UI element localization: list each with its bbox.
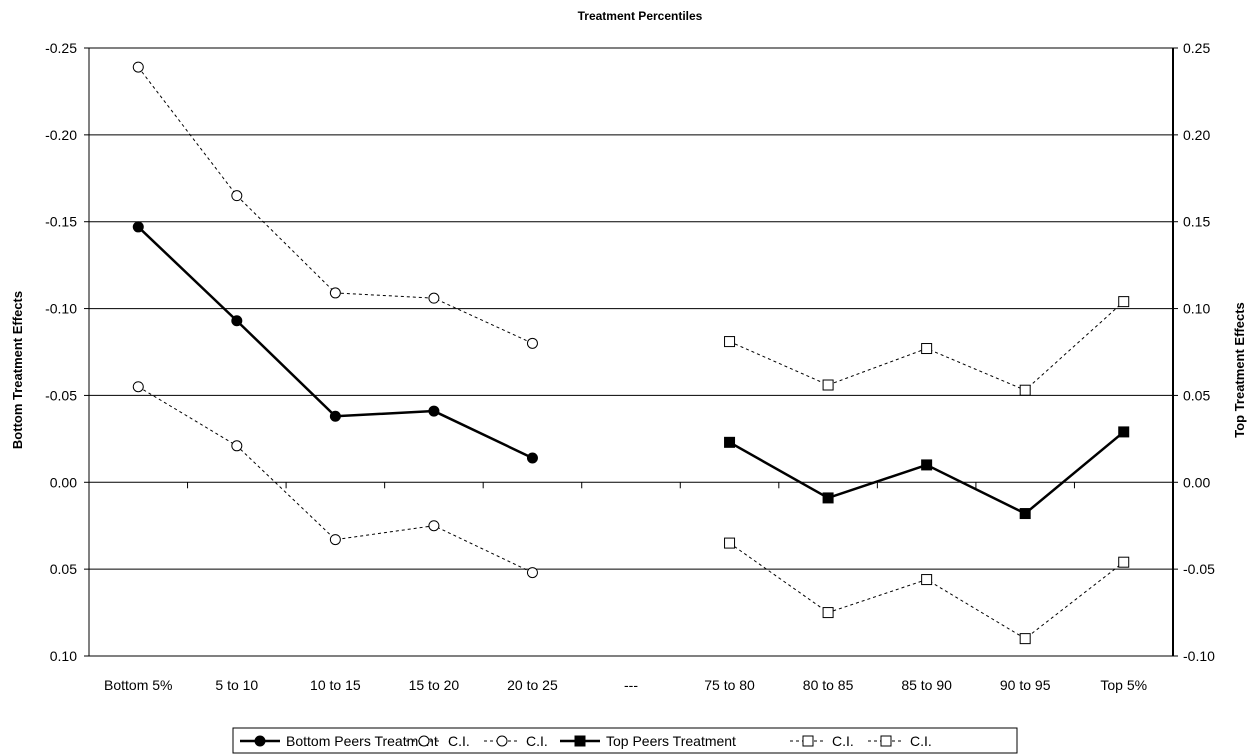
right-tick-label: -0.05 (1183, 561, 1215, 577)
data-point-circle (330, 288, 340, 298)
tick-labels: -0.25 -0.20 -0.15 -0.10 -0.05 0.00 0.05 0.10 0.2… (45, 40, 1215, 693)
data-point-square (823, 493, 833, 503)
legend-label: Bottom Peers Treatment (286, 733, 438, 749)
left-tick-label: -0.05 (45, 387, 77, 403)
data-point-circle (527, 338, 537, 348)
data-point-square (1119, 557, 1129, 567)
data-point-square (1119, 427, 1129, 437)
data-point-square (1119, 297, 1129, 307)
right-tick-label: 0.25 (1183, 40, 1210, 56)
data-point-square (725, 337, 735, 347)
data-point-circle (232, 316, 242, 326)
legend: Bottom Peers Treatment C.I. C.I. Top Peers … (233, 728, 1017, 753)
left-tick-label: -0.25 (45, 40, 77, 56)
legend-label: C.I. (448, 733, 470, 749)
category-label: 15 to 20 (409, 677, 460, 693)
legend-label: C.I. (526, 733, 548, 749)
y-axis-left-title: Bottom Treatment Effects (10, 291, 25, 449)
data-point-square (881, 736, 891, 746)
data-point-circle (330, 411, 340, 421)
data-point-circle (232, 441, 242, 451)
data-point-circle (330, 535, 340, 545)
data-point-circle (527, 453, 537, 463)
data-point-square (725, 437, 735, 447)
data-point-circle (429, 293, 439, 303)
data-point-square (725, 538, 735, 548)
data-point-circle (255, 736, 265, 746)
chart-title: Treatment Percentiles (578, 9, 703, 23)
data-point-square (575, 736, 585, 746)
left-tick-label: 0.00 (50, 474, 77, 490)
right-tick-label: -0.10 (1183, 648, 1215, 664)
data-point-circle (133, 62, 143, 72)
data-point-circle (497, 736, 507, 746)
right-tick-label: 0.20 (1183, 127, 1210, 143)
right-tick-label: 0.05 (1183, 387, 1210, 403)
data-point-square (922, 575, 932, 585)
series-line (730, 432, 1124, 514)
data-point-circle (133, 382, 143, 392)
legend-label: C.I. (910, 733, 932, 749)
left-tick-label: -0.10 (45, 301, 77, 317)
category-label: 10 to 15 (310, 677, 361, 693)
category-label: Top 5% (1100, 677, 1147, 693)
data-point-square (1020, 509, 1030, 519)
series-line (138, 227, 532, 458)
data-point-circle (527, 568, 537, 578)
category-label: 90 to 95 (1000, 677, 1051, 693)
left-tick-label: 0.10 (50, 648, 77, 664)
data-point-circle (429, 406, 439, 416)
series (133, 62, 1128, 644)
grid-lines (89, 48, 1173, 656)
category-label: --- (624, 677, 638, 693)
right-tick-label: 0.00 (1183, 474, 1210, 490)
data-point-square (823, 380, 833, 390)
data-point-square (823, 608, 833, 618)
data-point-square (1020, 385, 1030, 395)
data-point-circle (419, 736, 429, 746)
left-tick-label: 0.05 (50, 561, 77, 577)
axes (84, 48, 1178, 656)
series-line (730, 543, 1124, 639)
category-label: 75 to 80 (704, 677, 755, 693)
data-point-square (803, 736, 813, 746)
data-point-square (1020, 634, 1030, 644)
category-label: 20 to 25 (507, 677, 558, 693)
left-tick-label: -0.20 (45, 127, 77, 143)
category-label: 80 to 85 (803, 677, 854, 693)
right-tick-label: 0.15 (1183, 214, 1210, 230)
right-tick-label: 0.10 (1183, 301, 1210, 317)
legend-label: Top Peers Treatment (606, 733, 736, 749)
data-point-square (922, 344, 932, 354)
left-tick-label: -0.15 (45, 214, 77, 230)
data-point-square (922, 460, 932, 470)
series-line (138, 67, 532, 343)
data-point-circle (429, 521, 439, 531)
data-point-circle (232, 191, 242, 201)
category-label: Bottom 5% (104, 677, 172, 693)
legend-label: C.I. (832, 733, 854, 749)
data-point-circle (133, 222, 143, 232)
category-label: 5 to 10 (215, 677, 258, 693)
category-label: 85 to 90 (901, 677, 952, 693)
y-axis-right-title: Top Treatment Effects (1232, 302, 1247, 438)
